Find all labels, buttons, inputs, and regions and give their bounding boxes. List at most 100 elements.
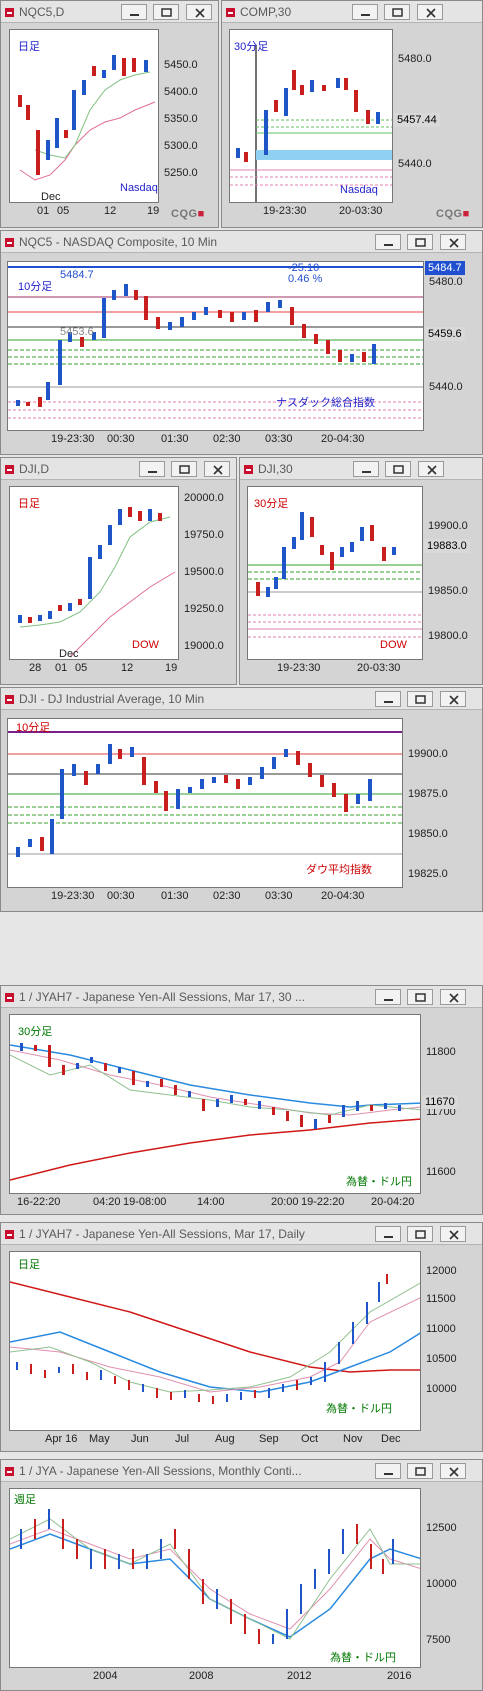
close-button[interactable] (186, 4, 212, 20)
close-button[interactable] (417, 4, 443, 20)
candle (314, 1119, 317, 1129)
candle (282, 1384, 284, 1392)
candle (392, 1539, 394, 1564)
minimize-button[interactable] (121, 4, 147, 20)
candle (340, 547, 344, 557)
candle (290, 307, 294, 325)
y-axis: 5480.0 5440.0 (394, 29, 482, 203)
chart-window-icon (5, 695, 14, 704)
close-button[interactable] (440, 989, 466, 1005)
price-chart (10, 1274, 420, 1404)
minimize-button[interactable] (139, 461, 165, 477)
candle (132, 1071, 135, 1085)
candle (310, 1377, 312, 1385)
window-titlebar[interactable]: 1 / JYAH7 - Japanese Yen-All Sessions, M… (1, 1223, 482, 1245)
candle (26, 105, 30, 120)
price-plot[interactable]: 10分足 ダウ平均指数 (7, 718, 403, 888)
minimize-button[interactable] (375, 1463, 401, 1479)
minimize-button[interactable] (375, 989, 401, 1005)
candle (55, 118, 59, 148)
minimize-button[interactable] (352, 4, 378, 20)
minimize-button[interactable] (353, 461, 379, 477)
candles (20, 1509, 394, 1644)
candle (200, 779, 204, 789)
close-button[interactable] (440, 1463, 466, 1479)
chart-window-dji-30min[interactable]: DJI,30 (239, 457, 483, 685)
window-titlebar[interactable]: COMP,30 (222, 1, 482, 23)
candle (202, 1099, 205, 1111)
x-tick: 16-22:20 (17, 1196, 61, 1208)
maximize-button[interactable] (171, 461, 197, 477)
candle (188, 1091, 191, 1097)
chart-window-jya-monthly[interactable]: 1 / JYA - Japanese Yen-All Sessions, Mon… (0, 1459, 483, 1691)
y-tick: 19875.0 (408, 788, 448, 800)
maximize-button[interactable] (407, 1226, 433, 1242)
price-plot[interactable]: 日足 為替・ドル円 (9, 1251, 421, 1431)
minimize-button[interactable] (375, 1226, 401, 1242)
close-button[interactable] (204, 461, 230, 477)
price-plot[interactable]: 30分足 為替・ドル円 (9, 1014, 421, 1194)
y-axis: 20000.0 19750.0 19500.0 19250.0 19000.0 (180, 486, 236, 660)
candle (114, 1376, 116, 1384)
close-button[interactable] (440, 234, 466, 250)
candle (286, 1111, 289, 1121)
chart-window-icon (5, 238, 14, 247)
instrument-watermark: 為替・ドル円 (330, 1652, 396, 1664)
candle (82, 80, 86, 95)
window-titlebar[interactable]: DJI,30 (240, 458, 482, 480)
candle (274, 577, 278, 589)
chart-window-comp-30min[interactable]: COMP,30 (221, 0, 483, 228)
candles (256, 512, 396, 597)
maximize-button[interactable] (385, 461, 411, 477)
x-tick: 19 (165, 662, 178, 674)
minimize-button[interactable] (375, 691, 401, 707)
maximize-button[interactable] (407, 1463, 433, 1479)
price-plot[interactable]: 30分足 Nasdaq (229, 29, 393, 203)
window-title: NQC5 - NASDAQ Composite, 10 Min (19, 235, 218, 249)
candle (376, 112, 380, 124)
candle (278, 300, 282, 308)
maximize-icon (415, 1230, 426, 1239)
maximize-button[interactable] (407, 989, 433, 1005)
candle (18, 615, 22, 623)
chart-window-nqc5-daily[interactable]: NQC5,D 日足 (0, 0, 219, 228)
candle (338, 1342, 340, 1364)
candle (104, 1063, 107, 1071)
price-plot[interactable]: 週足 為替・ドル円 (9, 1488, 421, 1668)
candle (342, 1529, 344, 1554)
candle (112, 55, 116, 70)
minimize-button[interactable] (375, 234, 401, 250)
chart-window-nqc5-10min[interactable]: NQC5 - NASDAQ Composite, 10 Min (0, 230, 483, 455)
candle (326, 340, 330, 354)
maximize-button[interactable] (407, 234, 433, 250)
x-axis: 2004 2008 2012 2016 (9, 1669, 421, 1685)
maximize-button[interactable] (384, 4, 410, 20)
chart-window-jyah7-30min[interactable]: 1 / JYAH7 - Japanese Yen-All Sessions, M… (0, 985, 483, 1215)
maximize-button[interactable] (153, 4, 179, 20)
candles (16, 1274, 388, 1404)
chart-window-dji-10min[interactable]: DJI - DJ Industrial Average, 10 Min (0, 687, 483, 912)
window-titlebar[interactable]: DJI - DJ Industrial Average, 10 Min (1, 688, 482, 710)
minimize-icon (384, 1473, 393, 1475)
candle (230, 312, 234, 322)
window-titlebar[interactable]: 1 / JYA - Japanese Yen-All Sessions, Mon… (1, 1460, 482, 1482)
price-plot[interactable]: 日足 Nasdaq (9, 29, 159, 203)
price-plot[interactable]: 30分足 DOW (247, 486, 423, 660)
close-button[interactable] (440, 1226, 466, 1242)
chart-window-jyah7-daily[interactable]: 1 / JYAH7 - Japanese Yen-All Sessions, M… (0, 1222, 483, 1452)
candle (34, 1519, 36, 1539)
window-titlebar[interactable]: 1 / JYAH7 - Japanese Yen-All Sessions, M… (1, 986, 482, 1008)
price-plot[interactable]: 10分足 5484.7 5453.6 -25.10 0.46 % ナスダック総合… (7, 261, 424, 431)
close-button[interactable] (440, 691, 466, 707)
candle (236, 779, 240, 789)
window-titlebar[interactable]: NQC5,D (1, 1, 218, 23)
close-button[interactable] (418, 461, 444, 477)
window-titlebar[interactable]: DJI,D (1, 458, 236, 480)
candle (90, 1057, 93, 1063)
window-titlebar[interactable]: NQC5 - NASDAQ Composite, 10 Min (1, 231, 482, 253)
maximize-button[interactable] (407, 691, 433, 707)
candle (218, 310, 222, 318)
price-plot[interactable]: 日足 DOW (9, 486, 179, 660)
chart-window-dji-daily[interactable]: DJI,D (0, 457, 237, 685)
candle (90, 1549, 92, 1569)
